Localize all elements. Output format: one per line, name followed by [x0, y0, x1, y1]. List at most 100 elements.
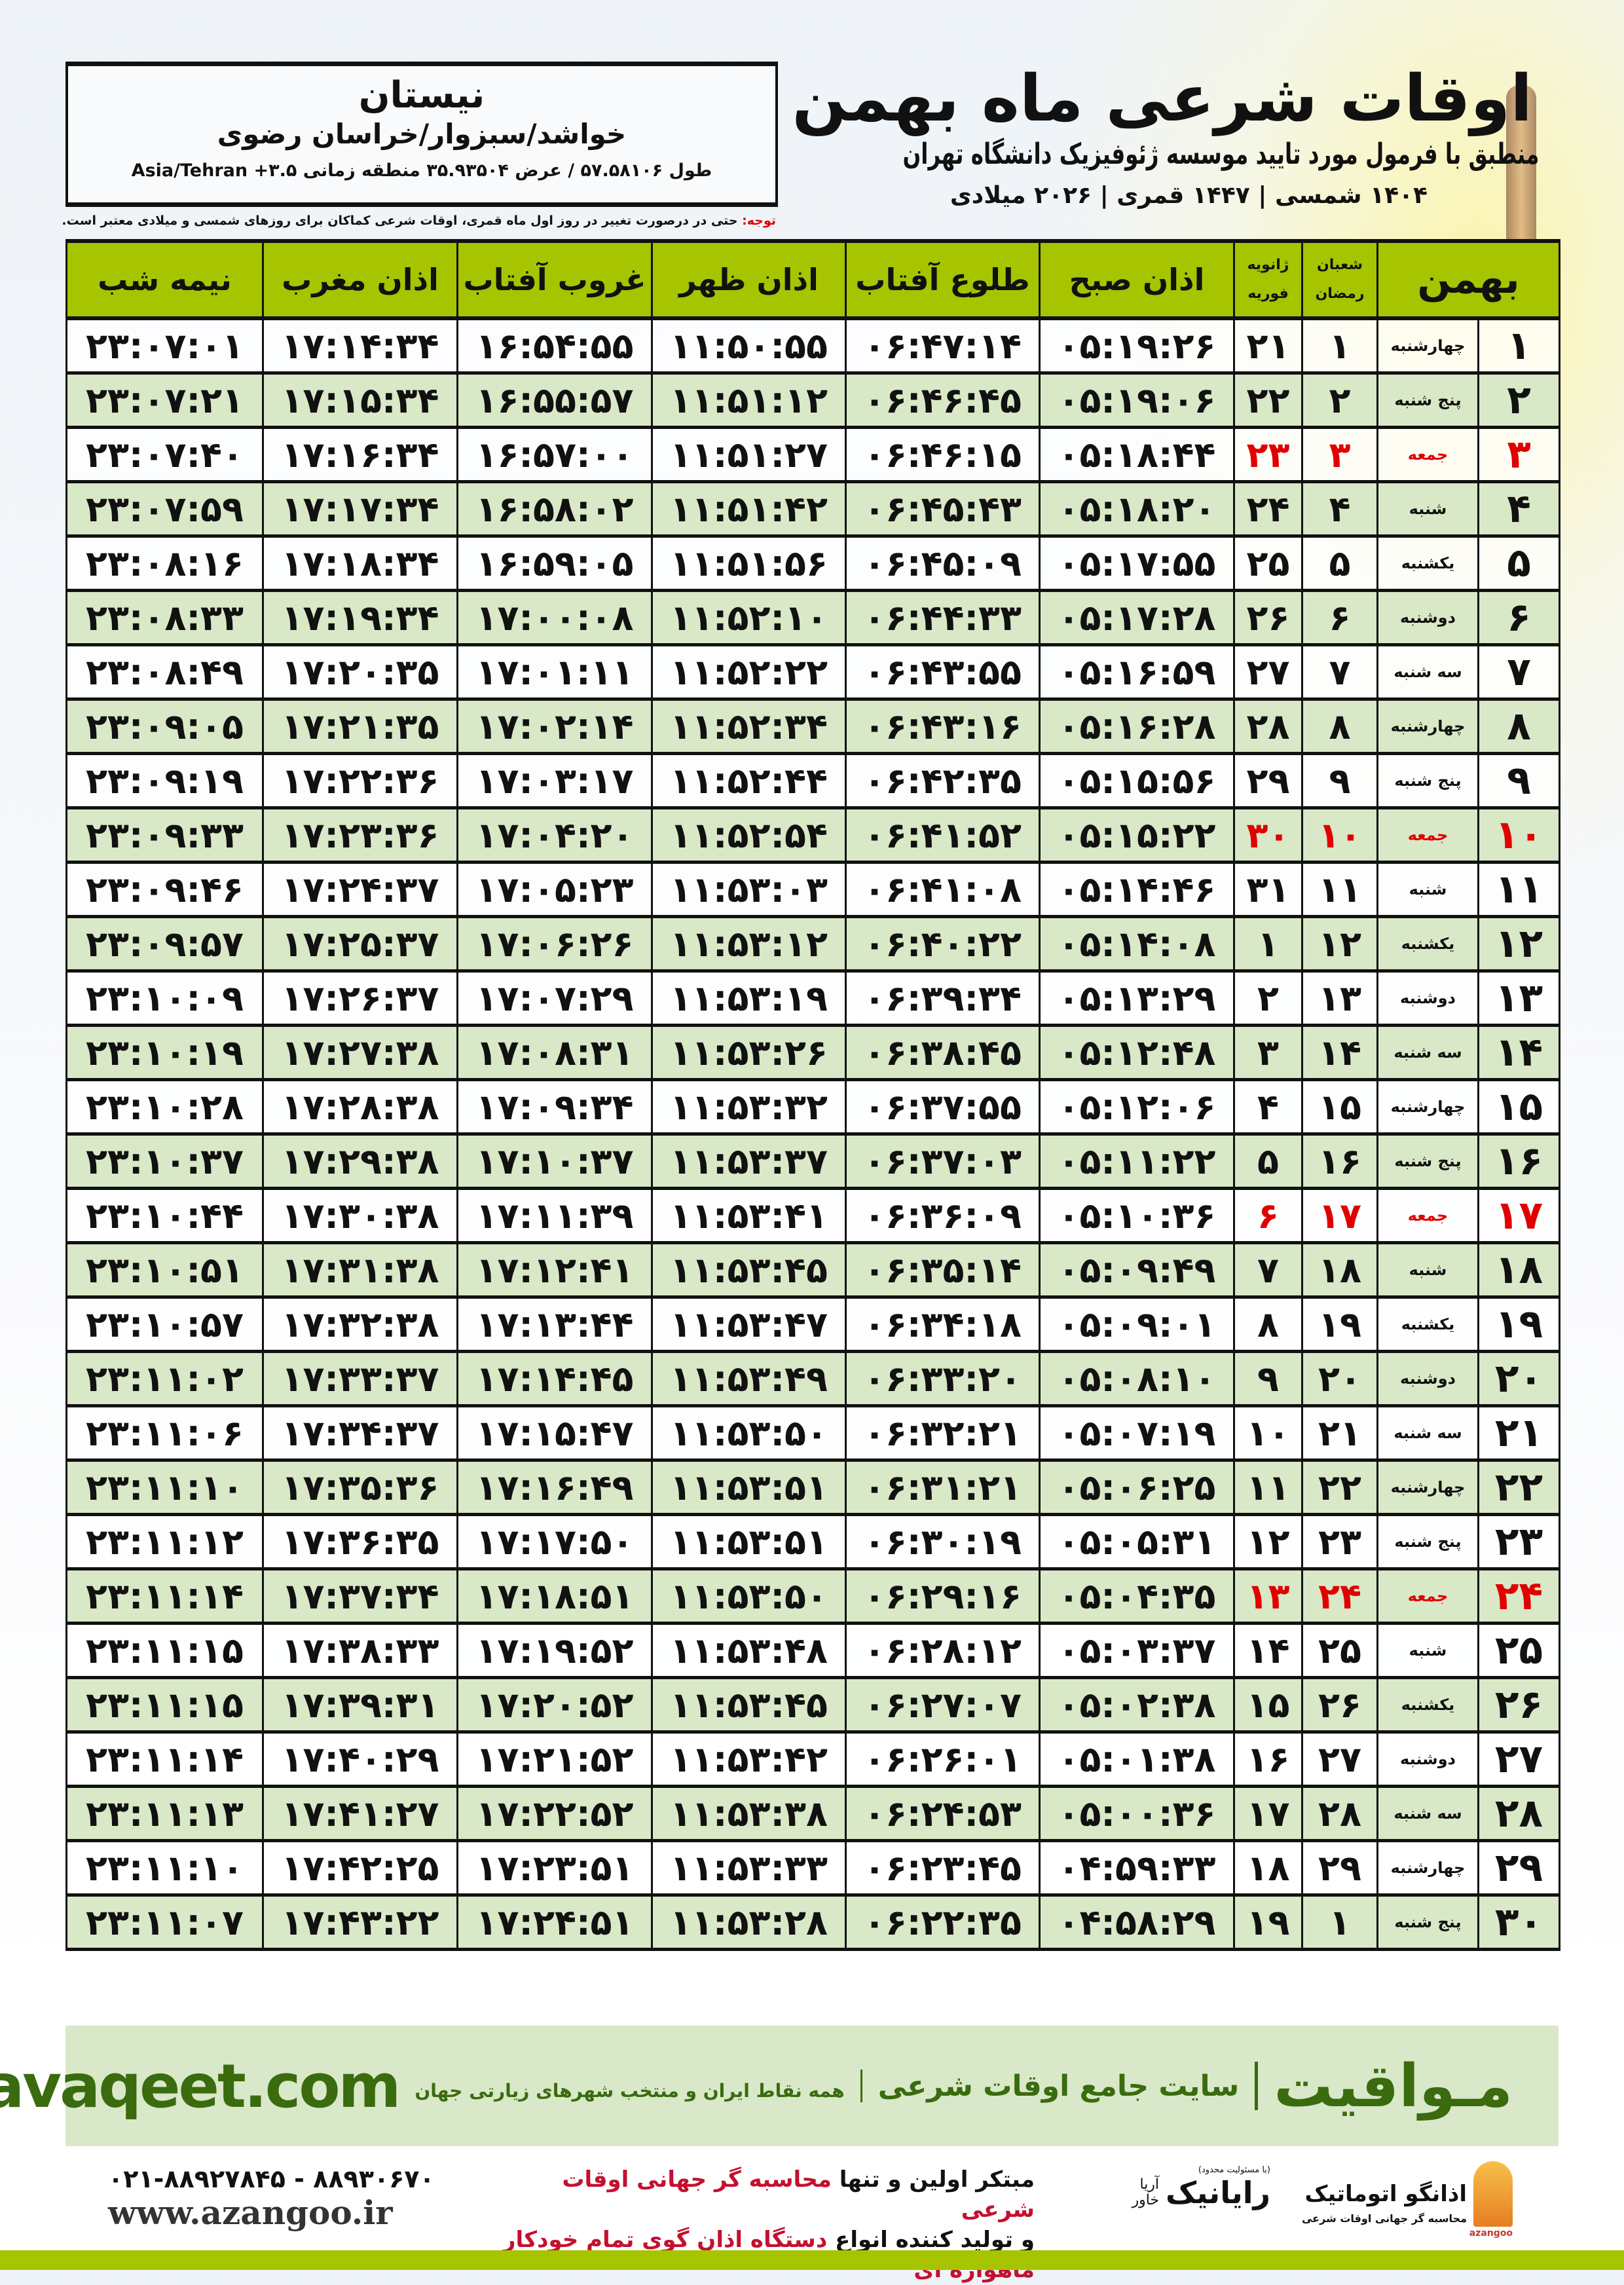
table-row: ۱۵ چهارشنبه ۱۵ ۴ ۰۵:۱۲:۰۶ ۰۶:۳۷:۵۵ ۱۱:۵۳:۳۲ ۱۷:… [65, 1079, 1561, 1135]
hijri-day: ۲۲ [1301, 1459, 1378, 1515]
weekday: چهارشنبه [1376, 698, 1480, 754]
hijri-day: ۲۵ [1301, 1622, 1378, 1679]
maghrib-time: ۱۷:۳۴:۳۷ [262, 1405, 458, 1461]
page-subtitle: منطبق با فرمول مورد تایید موسسه ژئوفیزیک… [902, 138, 1539, 171]
fajr-time: ۰۵:۰۲:۳۸ [1039, 1677, 1235, 1733]
table-row: ۹ پنج شنبه ۹ ۲۹ ۰۵:۱۵:۵۶ ۰۶:۴۲:۳۵ ۱۱:۵۲:۴۴ ۱۷:۰… [65, 752, 1561, 809]
dhuhr-time: ۱۱:۵۳:۴۵ [651, 1242, 847, 1298]
maghrib-time: ۱۷:۳۵:۳۶ [262, 1459, 458, 1515]
header-day: بهمن [1376, 239, 1561, 320]
maghrib-time: ۱۷:۲۴:۳۷ [262, 861, 458, 918]
sunset-time: ۱۷:۰۹:۳۴ [456, 1079, 653, 1135]
fajr-time: ۰۵:۰۳:۳۷ [1039, 1622, 1235, 1679]
maghrib-time: ۱۷:۴۰:۲۹ [262, 1731, 458, 1787]
day-number: ۲۳ [1477, 1514, 1561, 1570]
hijri-day: ۷ [1301, 644, 1378, 700]
sunrise-time: ۰۶:۳۵:۱۴ [845, 1242, 1041, 1298]
divider [860, 2070, 862, 2102]
maghrib-time: ۱۷:۱۴:۳۴ [262, 317, 458, 374]
table-row: ۶ دوشنبه ۶ ۲۶ ۰۵:۱۷:۲۸ ۰۶:۴۴:۳۳ ۱۱:۵۲:۱۰ ۱۷:۰۰:… [65, 589, 1561, 646]
weekday: دوشنبه [1376, 1350, 1480, 1407]
maghrib-time: ۱۷:۲۱:۳۵ [262, 698, 458, 754]
weekday: پنج شنبه [1376, 752, 1480, 809]
dhuhr-time: ۱۱:۵۳:۴۹ [651, 1350, 847, 1407]
table-row: ۲۸ سه شنبه ۲۸ ۱۷ ۰۵:۰۰:۳۶ ۰۶:۲۴:۵۳ ۱۱:۵۳:۳۸ ۱۷:… [65, 1785, 1561, 1842]
sunset-time: ۱۷:۰۵:۲۳ [456, 861, 653, 918]
hijri-day: ۱۶ [1301, 1133, 1378, 1189]
fajr-time: ۰۵:۰۶:۲۵ [1039, 1459, 1235, 1515]
gregorian-day: ۲ [1233, 970, 1303, 1026]
sunrise-time: ۰۶:۴۵:۴۳ [845, 481, 1041, 537]
weekday: شنبه [1376, 861, 1480, 918]
hijri-day: ۱۴ [1301, 1024, 1378, 1081]
dhuhr-time: ۱۱:۵۳:۵۱ [651, 1514, 847, 1570]
maghrib-time: ۱۷:۲۶:۳۷ [262, 970, 458, 1026]
sunrise-time: ۰۶:۴۱:۵۲ [845, 807, 1041, 863]
gregorian-day: ۱۶ [1233, 1731, 1303, 1787]
hijri-day: ۱۲ [1301, 916, 1378, 972]
dhuhr-time: ۱۱:۵۱:۲۷ [651, 426, 847, 483]
midnight-time: ۲۳:۰۷:۴۰ [65, 426, 264, 483]
gregorian-day: ۵ [1233, 1133, 1303, 1189]
maghrib-time: ۱۷:۱۷:۳۴ [262, 481, 458, 537]
weekday: سه شنبه [1376, 1785, 1480, 1842]
hijri-day: ۲۷ [1301, 1731, 1378, 1787]
rayanik-logo-row: رایانیک آریا خاور [1126, 2175, 1270, 2210]
gregorian-day: ۳۱ [1233, 861, 1303, 918]
day-number: ۷ [1477, 644, 1561, 700]
fajr-time: ۰۴:۵۸:۲۹ [1039, 1894, 1235, 1950]
promo-line2-a: و تولید کننده انواع [827, 2227, 1035, 2253]
dhuhr-time: ۱۱:۵۳:۳۳ [651, 1840, 847, 1896]
maghrib-time: ۱۷:۴۲:۲۵ [262, 1840, 458, 1896]
hijri-day: ۲۸ [1301, 1785, 1378, 1842]
day-number: ۳ [1477, 426, 1561, 483]
dhuhr-time: ۱۱:۵۳:۳۷ [651, 1133, 847, 1189]
midnight-time: ۲۳:۱۱:۱۴ [65, 1731, 264, 1787]
table-row: ۲ پنج شنبه ۲ ۲۲ ۰۵:۱۹:۰۶ ۰۶:۴۶:۴۵ ۱۱:۵۱:۱۲ ۱۶:۵… [65, 372, 1561, 428]
maghrib-time: ۱۷:۲۲:۳۶ [262, 752, 458, 809]
maghrib-time: ۱۷:۳۲:۳۸ [262, 1296, 458, 1352]
header-greg-top: ژانویه [1247, 257, 1289, 273]
header-sunset: غروب آفتاب [456, 239, 653, 320]
gregorian-day: ۱۸ [1233, 1840, 1303, 1896]
sunset-time: ۱۷:۱۶:۴۹ [456, 1459, 653, 1515]
header-hijri: شعبان رمضان [1301, 239, 1378, 320]
note: توجه: حتی در درصورت تغییر در روز اول ماه… [62, 214, 776, 228]
header-hijri-bottom: رمضان [1315, 286, 1365, 302]
hijri-day: ۲ [1301, 372, 1378, 428]
day-number: ۹ [1477, 752, 1561, 809]
sunrise-time: ۰۶:۳۸:۴۵ [845, 1024, 1041, 1081]
day-number: ۲۰ [1477, 1350, 1561, 1407]
dhuhr-time: ۱۱:۵۳:۴۲ [651, 1731, 847, 1787]
midnight-time: ۲۳:۱۰:۳۷ [65, 1133, 264, 1189]
hijri-day: ۲۹ [1301, 1840, 1378, 1896]
sunrise-time: ۰۶:۳۷:۰۳ [845, 1133, 1041, 1189]
sunset-time: ۱۷:۲۰:۵۲ [456, 1677, 653, 1733]
weekday: سه شنبه [1376, 1024, 1480, 1081]
weekday: چهارشنبه [1376, 1840, 1480, 1896]
weekday: چهارشنبه [1376, 1079, 1480, 1135]
fajr-time: ۰۵:۱۲:۴۸ [1039, 1024, 1235, 1081]
sunset-time: ۱۷:۰۲:۱۴ [456, 698, 653, 754]
banner-website-link[interactable]: mavaqeet.com [0, 2051, 401, 2121]
sunrise-time: ۰۶:۴۳:۱۶ [845, 698, 1041, 754]
gregorian-day: ۸ [1233, 1296, 1303, 1352]
midnight-time: ۲۳:۰۹:۴۶ [65, 861, 264, 918]
sunrise-time: ۰۶:۴۲:۳۵ [845, 752, 1041, 809]
azangoo-website-link[interactable]: www.azangoo.ir [108, 2193, 393, 2232]
gregorian-day: ۲۵ [1233, 535, 1303, 591]
table-row: ۱۸ شنبه ۱۸ ۷ ۰۵:۰۹:۴۹ ۰۶:۳۵:۱۴ ۱۱:۵۳:۴۵ ۱۷:۱۲:۴… [65, 1242, 1561, 1298]
gregorian-day: ۳ [1233, 1024, 1303, 1081]
dhuhr-time: ۱۱:۵۳:۲۶ [651, 1024, 847, 1081]
day-number: ۲۴ [1477, 1568, 1561, 1624]
sunset-time: ۱۷:۱۴:۴۵ [456, 1350, 653, 1407]
day-number: ۲۲ [1477, 1459, 1561, 1515]
fajr-time: ۰۵:۱۹:۰۶ [1039, 372, 1235, 428]
dhuhr-time: ۱۱:۵۳:۵۰ [651, 1405, 847, 1461]
weekday: چهارشنبه [1376, 317, 1480, 374]
fajr-time: ۰۵:۱۹:۲۶ [1039, 317, 1235, 374]
rayanik-logo: (با مسئولیت محدود) رایانیک آریا خاور [1126, 2165, 1270, 2210]
gregorian-day: ۱۹ [1233, 1894, 1303, 1950]
header-fajr: اذان صبح [1039, 239, 1235, 320]
dhuhr-time: ۱۱:۵۳:۴۵ [651, 1677, 847, 1733]
